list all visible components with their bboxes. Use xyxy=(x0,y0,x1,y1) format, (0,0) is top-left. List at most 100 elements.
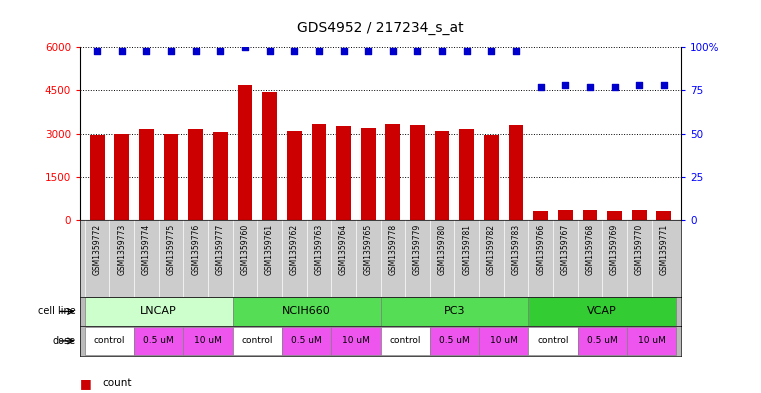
Text: count: count xyxy=(103,378,132,388)
Text: GSM1359764: GSM1359764 xyxy=(339,224,348,275)
Bar xyxy=(578,327,627,355)
Bar xyxy=(410,125,425,220)
Bar xyxy=(558,210,573,220)
Point xyxy=(633,82,645,88)
Point xyxy=(165,48,177,54)
Point xyxy=(362,48,374,54)
Text: GSM1359778: GSM1359778 xyxy=(388,224,397,275)
Bar xyxy=(134,327,183,355)
Bar xyxy=(430,327,479,355)
Text: GSM1359782: GSM1359782 xyxy=(487,224,496,275)
Bar xyxy=(528,327,578,355)
Text: GSM1359769: GSM1359769 xyxy=(610,224,619,275)
Text: 10 uM: 10 uM xyxy=(194,336,222,345)
Bar xyxy=(479,327,528,355)
Text: GSM1359773: GSM1359773 xyxy=(117,224,126,275)
Point xyxy=(460,48,473,54)
Bar xyxy=(460,129,474,220)
Text: GSM1359761: GSM1359761 xyxy=(265,224,274,275)
Point xyxy=(215,48,227,54)
Text: GSM1359774: GSM1359774 xyxy=(142,224,151,275)
Text: NCIH660: NCIH660 xyxy=(282,307,331,316)
Bar xyxy=(233,297,380,325)
Text: GSM1359763: GSM1359763 xyxy=(314,224,323,275)
Text: 0.5 uM: 0.5 uM xyxy=(587,336,618,345)
Bar xyxy=(84,327,134,355)
Bar xyxy=(282,327,331,355)
Point xyxy=(239,44,251,50)
Bar xyxy=(188,129,203,220)
Point xyxy=(486,48,498,54)
Bar xyxy=(508,125,524,220)
Bar xyxy=(533,211,548,220)
Bar xyxy=(380,297,528,325)
Point xyxy=(263,48,275,54)
Text: ■: ■ xyxy=(80,376,91,390)
Bar xyxy=(237,84,253,220)
Bar xyxy=(528,297,677,325)
Text: VCAP: VCAP xyxy=(587,307,617,316)
Text: GSM1359766: GSM1359766 xyxy=(537,224,545,275)
Bar xyxy=(164,134,179,220)
Bar xyxy=(657,211,671,220)
Point xyxy=(559,82,572,88)
Bar xyxy=(233,327,282,355)
Text: GSM1359768: GSM1359768 xyxy=(585,224,594,275)
Point xyxy=(534,84,546,90)
Text: 0.5 uM: 0.5 uM xyxy=(291,336,322,345)
Bar xyxy=(114,134,129,220)
Bar xyxy=(213,132,228,220)
Bar xyxy=(361,128,376,220)
Bar xyxy=(331,327,380,355)
Bar xyxy=(632,210,647,220)
Bar xyxy=(139,129,154,220)
Text: control: control xyxy=(537,336,568,345)
Text: GSM1359781: GSM1359781 xyxy=(462,224,471,275)
Bar xyxy=(380,327,430,355)
Point xyxy=(387,48,399,54)
Point xyxy=(412,48,424,54)
Bar xyxy=(484,135,498,220)
Text: 10 uM: 10 uM xyxy=(638,336,665,345)
Text: control: control xyxy=(241,336,273,345)
Point xyxy=(288,48,301,54)
Text: control: control xyxy=(94,336,126,345)
Bar xyxy=(90,135,104,220)
Text: control: control xyxy=(390,336,421,345)
Point xyxy=(189,48,202,54)
Text: 10 uM: 10 uM xyxy=(490,336,517,345)
Text: LNCAP: LNCAP xyxy=(140,307,177,316)
Text: GSM1359775: GSM1359775 xyxy=(167,224,176,275)
Text: 0.5 uM: 0.5 uM xyxy=(439,336,470,345)
Text: GSM1359770: GSM1359770 xyxy=(635,224,644,275)
Point xyxy=(609,84,621,90)
Point xyxy=(116,48,128,54)
Text: cell line: cell line xyxy=(38,307,76,316)
Point xyxy=(91,48,103,54)
Text: GSM1359760: GSM1359760 xyxy=(240,224,250,275)
Text: GSM1359771: GSM1359771 xyxy=(659,224,668,275)
Text: 10 uM: 10 uM xyxy=(342,336,370,345)
Text: dose: dose xyxy=(53,336,76,346)
Bar xyxy=(183,327,233,355)
Text: GSM1359765: GSM1359765 xyxy=(364,224,373,275)
Text: GSM1359776: GSM1359776 xyxy=(191,224,200,275)
Text: GSM1359780: GSM1359780 xyxy=(438,224,447,275)
Text: GSM1359772: GSM1359772 xyxy=(93,224,102,275)
Bar xyxy=(84,297,233,325)
Text: 0.5 uM: 0.5 uM xyxy=(143,336,174,345)
Bar xyxy=(287,131,301,220)
Point xyxy=(584,84,596,90)
Text: GSM1359777: GSM1359777 xyxy=(216,224,224,275)
Bar xyxy=(607,211,622,220)
Text: GDS4952 / 217234_s_at: GDS4952 / 217234_s_at xyxy=(298,21,463,35)
Bar xyxy=(435,131,450,220)
Text: GSM1359767: GSM1359767 xyxy=(561,224,570,275)
Bar xyxy=(582,210,597,220)
Point xyxy=(337,48,349,54)
Point xyxy=(313,48,325,54)
Point xyxy=(510,48,522,54)
Bar xyxy=(263,92,277,220)
Bar xyxy=(311,123,326,220)
Text: GSM1359783: GSM1359783 xyxy=(511,224,521,275)
